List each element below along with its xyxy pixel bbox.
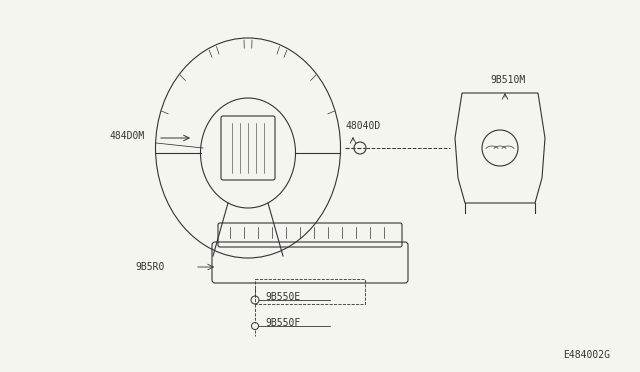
Text: 9B5R0: 9B5R0 <box>135 262 164 272</box>
Text: 48040D: 48040D <box>345 121 380 131</box>
Bar <box>255 279 365 304</box>
Text: 9B510M: 9B510M <box>490 75 525 85</box>
Text: E484002G: E484002G <box>563 350 610 360</box>
Text: 9B550E: 9B550E <box>265 292 300 302</box>
Text: 9B550F: 9B550F <box>265 318 300 328</box>
Text: 484D0M: 484D0M <box>110 131 145 141</box>
